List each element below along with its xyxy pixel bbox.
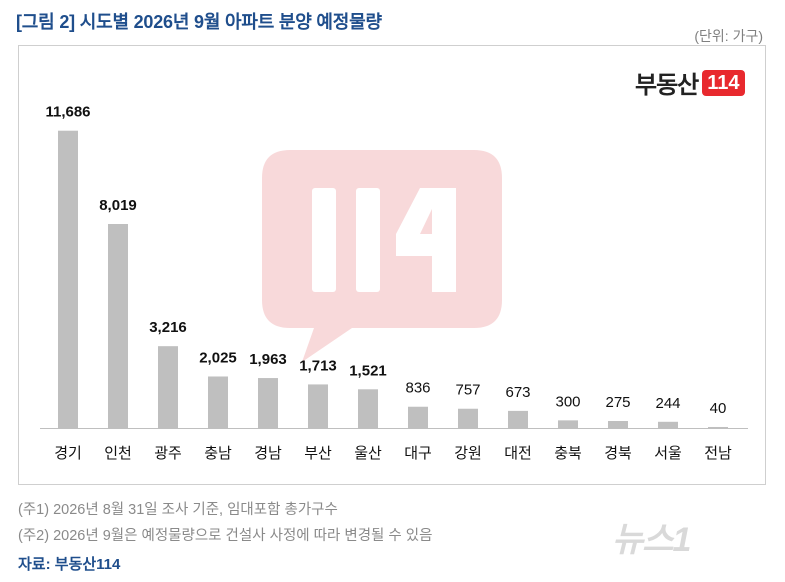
bar-경기: [58, 130, 78, 428]
bar-강원: [458, 408, 478, 428]
value-label: 673: [505, 384, 530, 401]
value-label: 3,216: [149, 319, 187, 336]
category-label: 경북: [604, 444, 632, 462]
category-label: 인천: [104, 444, 132, 462]
bar-광주: [158, 346, 178, 428]
source-label: 자료: 부동산114: [18, 556, 121, 573]
bar-인천: [108, 223, 128, 428]
value-label: 8,019: [99, 197, 137, 214]
bar-울산: [358, 389, 378, 428]
category-label: 대전: [504, 444, 532, 462]
brand-logo: 부동산 114: [635, 65, 745, 100]
footnote-2: (주2) 2026년 9월은 예정물량으로 건설사 사정에 따라 변경될 수 있…: [18, 528, 433, 544]
bar-경남: [258, 378, 278, 428]
category-label: 충북: [554, 444, 582, 462]
category-label: 울산: [354, 444, 382, 462]
value-label: 300: [555, 393, 580, 410]
bar-서울: [658, 421, 678, 428]
chart-title: [그림 2] 시도별 2026년 9월 아파트 분양 예정물량: [16, 12, 382, 32]
category-label: 부산: [304, 444, 332, 462]
bar-부산: [308, 384, 328, 428]
value-label: 244: [655, 395, 680, 412]
category-label: 경기: [54, 444, 82, 462]
category-label: 경남: [254, 444, 282, 462]
value-label: 1,521: [349, 362, 387, 379]
category-label: 대구: [404, 444, 432, 462]
category-label: 서울: [654, 444, 682, 462]
watermark-logo: [262, 150, 502, 370]
bar-대구: [408, 406, 428, 428]
news-watermark: 뉴스1: [612, 521, 691, 559]
bar-충남: [208, 376, 228, 428]
value-label: 11,686: [45, 104, 90, 121]
footnote-1: (주1) 2026년 8월 31일 조사 기준, 임대포함 총가구수: [18, 502, 338, 518]
bar-대전: [508, 410, 528, 428]
category-label: 충남: [204, 444, 232, 462]
brand-name: 부동산: [635, 72, 699, 99]
category-label: 전남: [704, 444, 732, 462]
bar-전남: [708, 426, 728, 428]
bar-충북: [558, 420, 578, 428]
value-label: 275: [605, 394, 630, 411]
value-label: 1,713: [299, 357, 337, 374]
category-label: 광주: [154, 444, 182, 462]
value-label: 1,963: [249, 351, 287, 368]
value-label: 2,025: [199, 349, 237, 366]
value-label: 40: [710, 400, 727, 417]
value-label: 757: [455, 382, 480, 399]
value-label: 836: [405, 380, 430, 397]
category-label: 강원: [454, 444, 482, 462]
bar-경북: [608, 421, 628, 428]
brand-badge: 114: [702, 69, 745, 96]
unit-label: (단위: 가구): [694, 28, 763, 44]
